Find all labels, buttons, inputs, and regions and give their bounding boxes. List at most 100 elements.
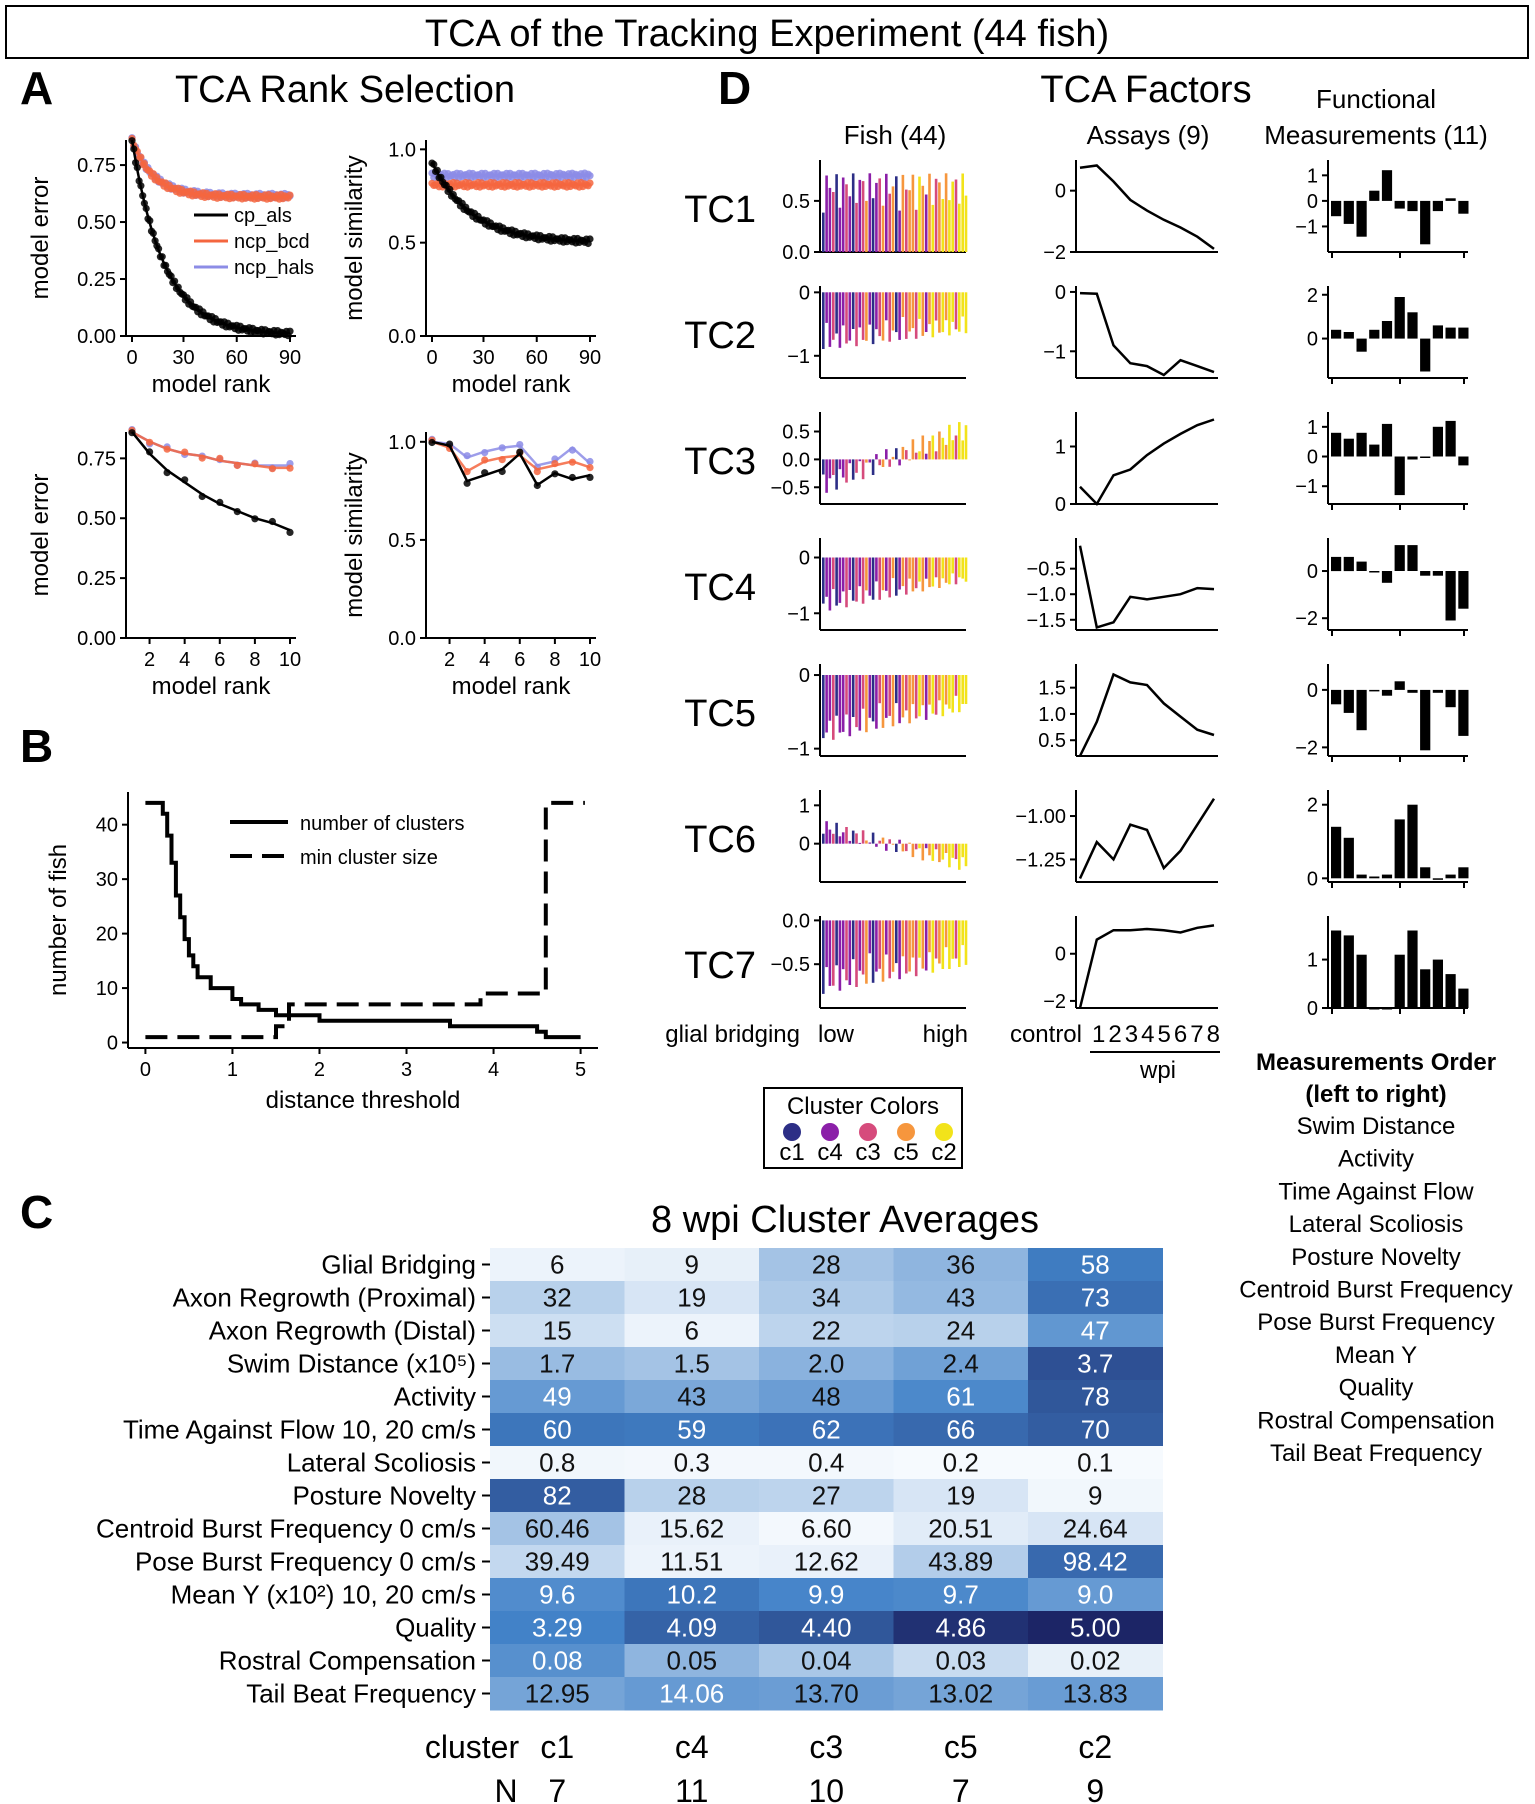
c-column-label: c2: [1078, 1729, 1112, 1765]
d-meas-bar: [1356, 561, 1367, 571]
d-fish-bar: [951, 181, 954, 252]
c-cell-value: 9: [1088, 1481, 1102, 1511]
c-heatmap-cell: [1028, 1380, 1163, 1414]
a3-xlabel: model rank: [152, 673, 272, 700]
d-fish-bar: [838, 292, 842, 348]
a3-ncp_bcd-point: [233, 461, 241, 470]
c-heatmap-cell: [624, 1611, 760, 1645]
a1-cp_als-point: [155, 245, 163, 253]
d-fish-bar: [911, 439, 915, 460]
d-fish-bar: [868, 557, 872, 596]
c-heatmap-cell: [1028, 1479, 1163, 1513]
c-heatmap-title: 8 wpi Cluster Averages: [651, 1199, 1039, 1241]
d-fish-bar: [835, 459, 838, 490]
d-fish-bar: [914, 843, 918, 850]
c-cell-value: 4.40: [801, 1613, 852, 1643]
a1-cp_als-point: [137, 182, 145, 190]
c-heatmap-cell: [893, 1578, 1029, 1612]
d-fish-bar: [908, 557, 911, 579]
d-fish-bar: [885, 920, 888, 955]
c-heatmap-cell: [1028, 1347, 1163, 1381]
d-fish-bar: [885, 843, 888, 851]
c-heatmap-cell: [893, 1446, 1029, 1480]
a4-ncp_hals-point: [516, 441, 524, 449]
d-fish-bar: [871, 675, 875, 722]
d-fish-bar: [891, 843, 895, 845]
d-fish-bar: [832, 920, 835, 986]
d-meas-bar: [1369, 1008, 1380, 1010]
panel-d-letter: D: [718, 62, 751, 114]
c-heatmap-cell: [893, 1512, 1029, 1546]
c-heatmap-cell: [893, 1677, 1029, 1711]
d-fish-bar: [901, 557, 905, 587]
a2-y-tick-label: 0.0: [388, 326, 416, 348]
d-meas-bar: [1394, 297, 1405, 339]
d-component-label: TC2: [684, 315, 756, 357]
d-fish-bar: [951, 292, 954, 322]
d-fish-xlabel-high: high: [923, 1021, 968, 1048]
a4-cp_als-point: [551, 470, 559, 478]
d-fish-bar: [895, 843, 898, 852]
d-meas-bar: [1381, 689, 1393, 696]
d-fish-bar: [928, 292, 931, 325]
a4-cp_als-point: [533, 481, 541, 490]
d-fish-bar: [908, 292, 911, 332]
c-cell-value: 12.95: [525, 1679, 590, 1709]
d-fish-bar: [825, 292, 828, 323]
c-heatmap-cell: [893, 1479, 1029, 1513]
d-fish-bar: [948, 200, 951, 252]
a1-y-tick-label: 0.25: [77, 269, 116, 291]
b-x-tick-label: 4: [488, 1059, 499, 1081]
a3-cp_als-line: [131, 431, 291, 532]
a3-ncp_bcd-point: [163, 445, 171, 453]
c-cell-value: 4.09: [666, 1613, 717, 1643]
d-assay-xlabel-control: control: [1010, 1021, 1082, 1048]
c-heatmap-cell: [490, 1347, 625, 1381]
cluster-legend-label-c4: c4: [817, 1139, 842, 1166]
d-fish-bar: [822, 833, 825, 844]
d-fish-bar: [845, 557, 848, 608]
a4-cp_als-point: [428, 438, 436, 447]
d-meas-bar: [1445, 420, 1456, 457]
d-fish-bar: [855, 292, 858, 347]
c-row-label: Time Against Flow 10, 20 cm/s: [123, 1415, 476, 1445]
a1-cp_als-point: [128, 137, 136, 145]
d-assay-line: [1078, 672, 1215, 757]
a3-ncp_bcd-line: [131, 430, 290, 470]
d-assay-y-tick-label: 0.5: [1038, 730, 1066, 752]
c-cell-value: 0.02: [1070, 1646, 1121, 1676]
d-component-label: TC4: [684, 567, 756, 609]
a4-y-tick-label: 0.5: [388, 530, 416, 552]
a4-x-tick-label: 8: [549, 649, 560, 671]
d-fish-bar: [858, 557, 862, 587]
a3-ncp_bcd-point: [286, 464, 294, 472]
a3-ncp_bcd-point: [268, 465, 276, 473]
a4-cp_als-point: [586, 473, 594, 481]
d-meas-bar: [1356, 954, 1367, 1008]
d-fish-bar: [905, 189, 908, 252]
a1-ncp_bcd-point: [137, 153, 145, 161]
d-meas-y-tick-label: 0: [1307, 191, 1318, 213]
c-row-label: Pose Burst Frequency 0 cm/s: [135, 1547, 476, 1577]
c-cell-value: 9.7: [943, 1580, 979, 1610]
a1-ncp_bcd-point: [286, 191, 294, 199]
c-heatmap-cell: [490, 1479, 625, 1513]
a3-ncp_bcd-point: [251, 460, 259, 468]
c-heatmap-cell: [759, 1512, 894, 1546]
d-meas-bar: [1369, 876, 1380, 879]
d-fish-bar: [924, 920, 928, 971]
d-meas-bar: [1407, 930, 1418, 1008]
d-fish-bar: [918, 843, 921, 849]
d-meas-y-tick-label: −1: [1295, 216, 1318, 238]
d-fish-bar: [948, 424, 951, 460]
d-fish-bar: [928, 920, 931, 953]
d-fish-bar: [928, 675, 931, 705]
d-fish-bar: [931, 292, 935, 338]
d-fish-bar: [848, 675, 852, 737]
d-fish-bar: [921, 185, 925, 252]
measurement-order-item: Swim Distance: [1297, 1113, 1456, 1140]
tca-factors-title: TCA Factors: [1040, 69, 1251, 111]
d-fish-bar: [901, 920, 905, 957]
d-fish-bar: [961, 920, 964, 946]
d-assay-line: [1079, 164, 1215, 250]
